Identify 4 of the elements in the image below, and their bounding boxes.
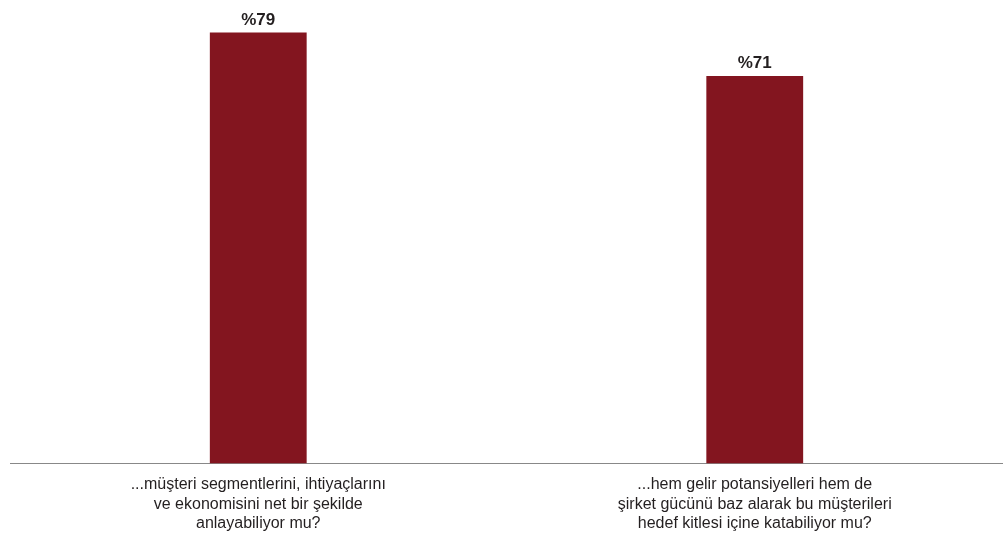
x-tick-label: ...hem gelir potansiyelleri hem de şirket gücünü baz alarak bu müşterileri hedef kitlesi içine katabiliyor mu?	[617, 475, 892, 531]
data-label: %79	[241, 9, 276, 29]
x-tick-label: ...müşteri segmentlerini, ihtiyaçlarını ve ekonomisini net bir şekilde anlayabiliyor mu?	[130, 475, 386, 531]
data-label: %71	[737, 53, 772, 73]
